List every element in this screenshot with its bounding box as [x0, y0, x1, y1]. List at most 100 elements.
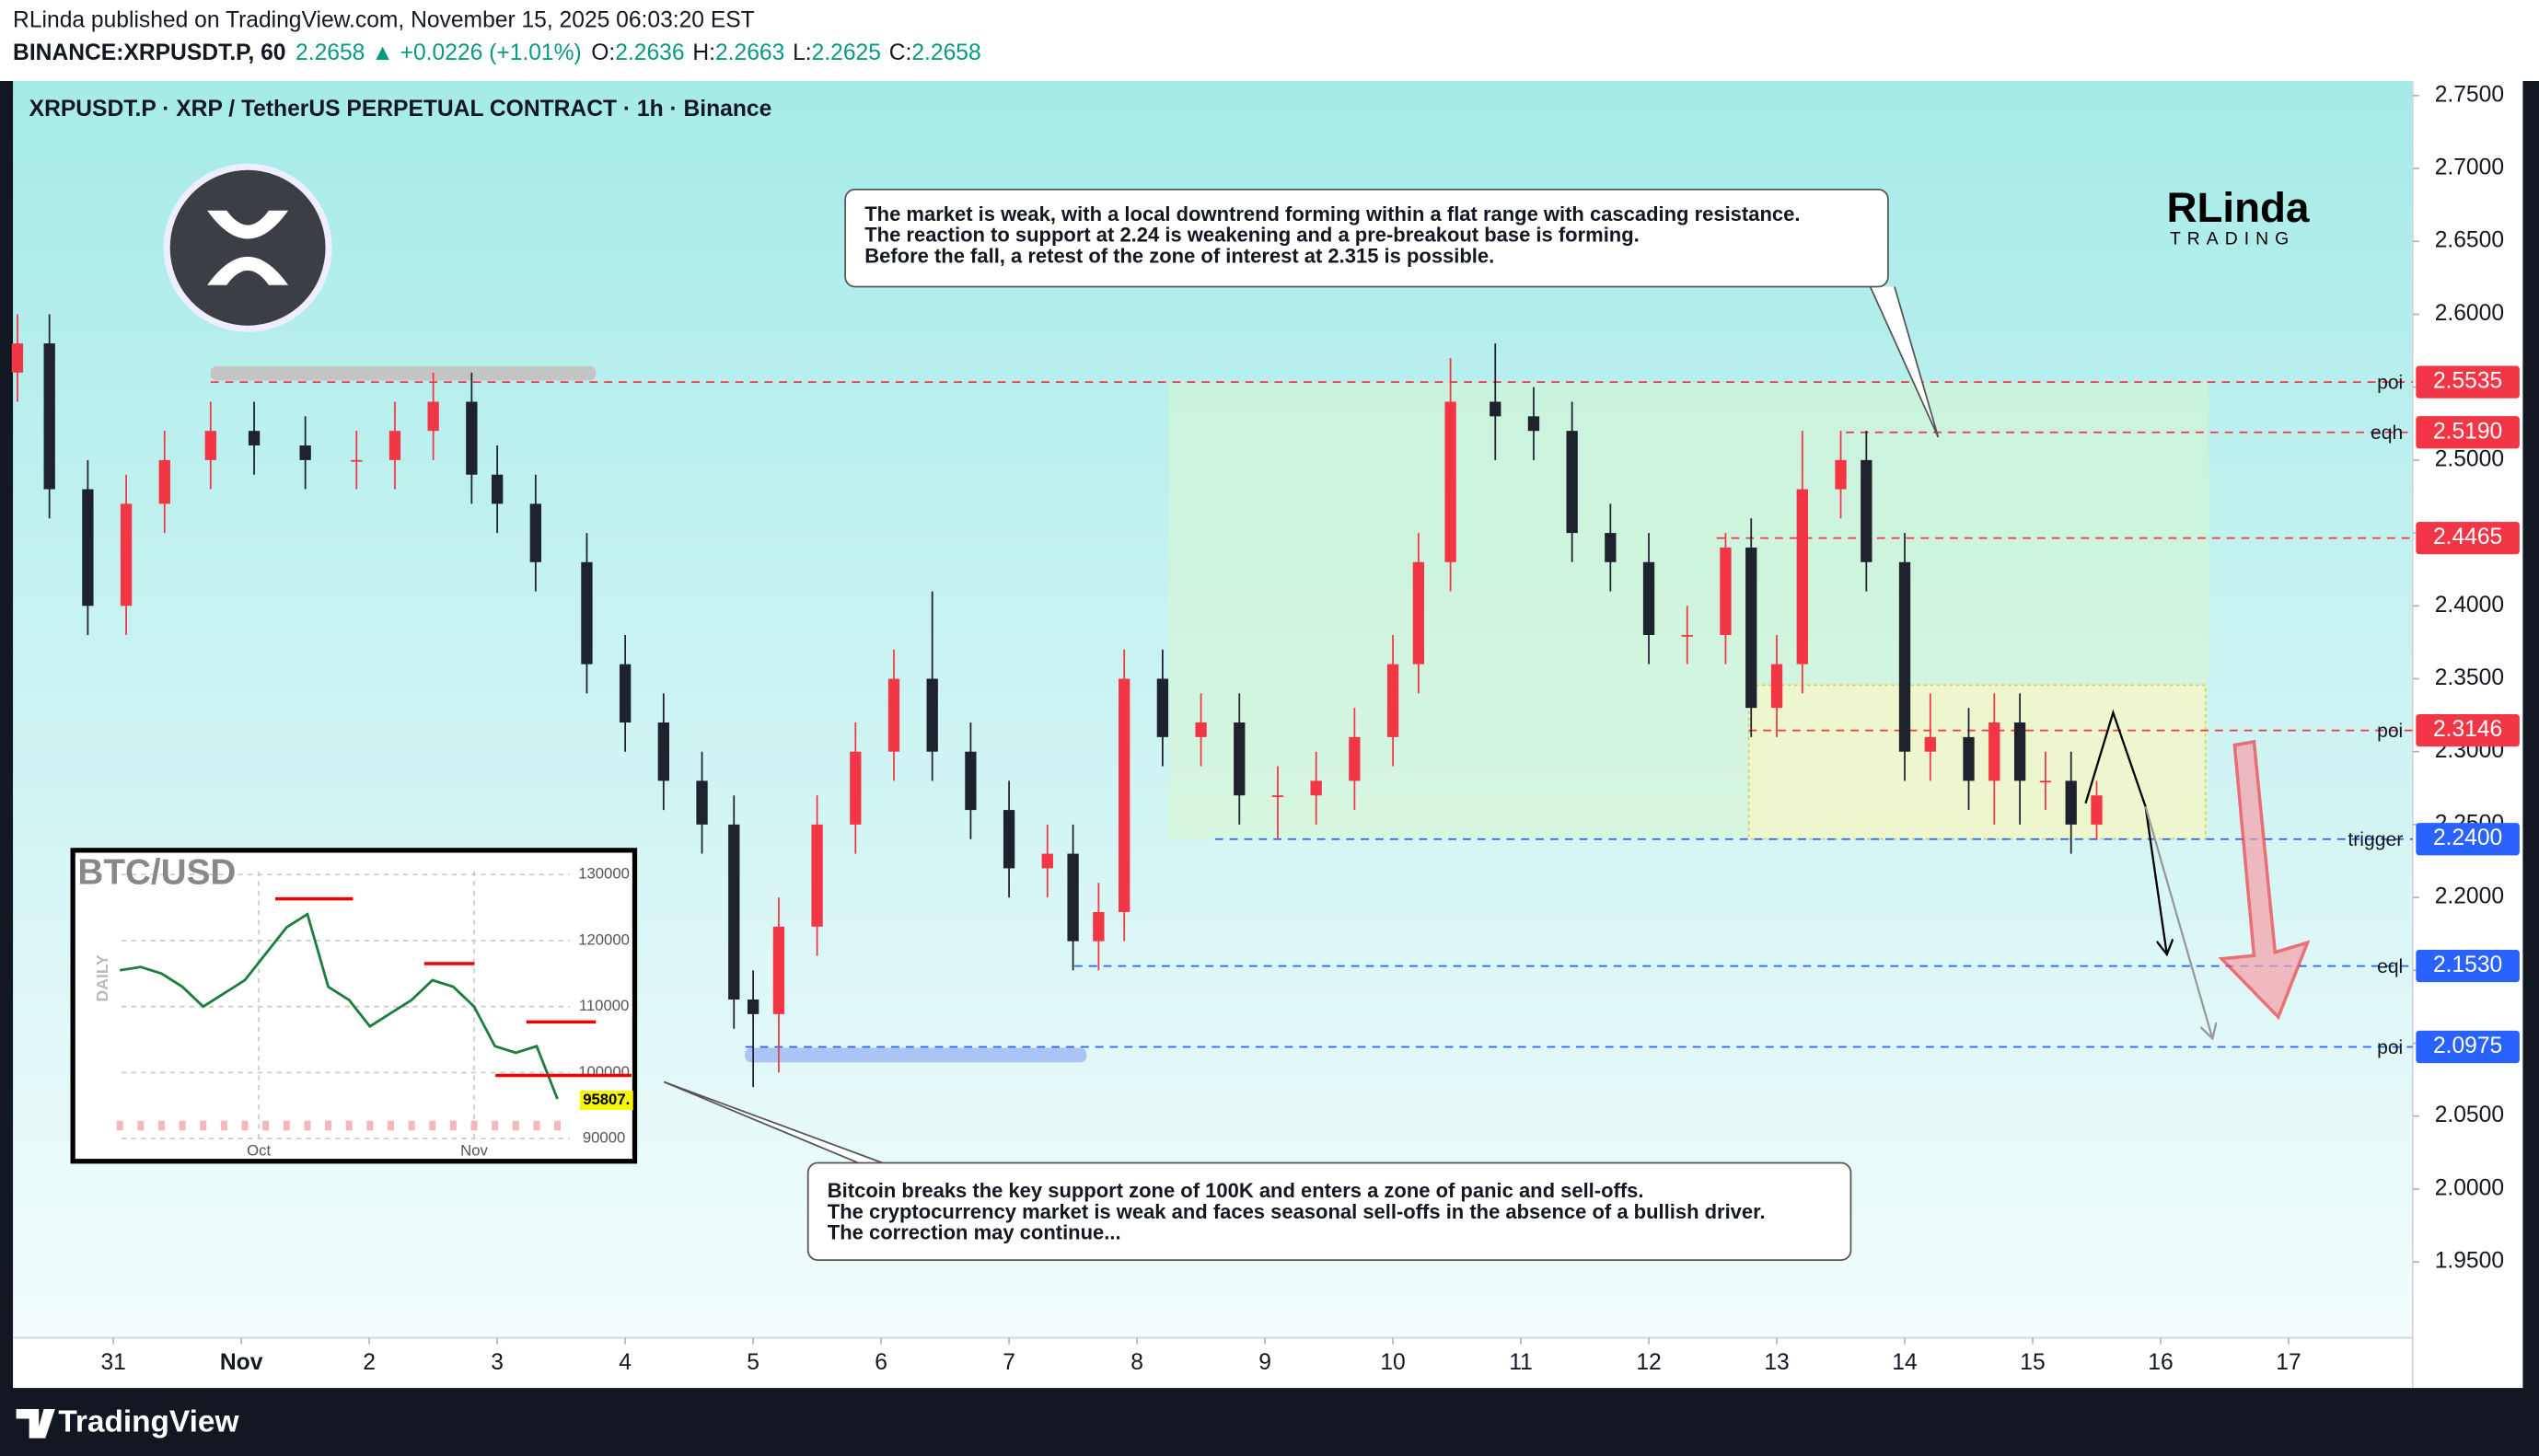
- candle-body: [1605, 533, 1617, 562]
- callout: [844, 189, 1889, 288]
- inset-x-tick-label: Oct: [247, 1142, 271, 1160]
- level-tag: eqh: [2371, 422, 2403, 444]
- inset-y-tick-label: 110000: [579, 997, 629, 1014]
- candle-body: [11, 343, 24, 373]
- ohlc-value: 2.2663: [715, 40, 784, 65]
- poi-marker: [745, 1047, 1087, 1063]
- annotations: The market is weak, with a local downtre…: [828, 202, 1801, 1244]
- candle-body: [728, 824, 740, 1000]
- y-tick-label: 2.7000: [2435, 156, 2504, 180]
- inset-y-tick-label: 90000: [583, 1129, 625, 1147]
- candle-body: [1234, 722, 1246, 796]
- candle-body: [1681, 634, 1693, 637]
- level-tag: poi: [2377, 1037, 2403, 1058]
- annotation-text: The correction may continue...: [828, 1221, 1121, 1244]
- candle-body: [299, 445, 311, 460]
- inset-volume: [325, 1120, 332, 1131]
- inset-volume: [283, 1120, 290, 1131]
- price-tag: [2416, 365, 2520, 399]
- y-tick-label: 1.9500: [2435, 1249, 2504, 1274]
- candle-body: [657, 722, 669, 781]
- inset-volume: [366, 1120, 374, 1131]
- inset-volume: [512, 1120, 519, 1131]
- y-tick-label: 2.0000: [2435, 1175, 2504, 1200]
- price-tag: [2416, 713, 2520, 747]
- inset-volume: [554, 1120, 562, 1131]
- candle-body: [850, 751, 862, 825]
- y-tick-label: 2.7500: [2435, 82, 2504, 107]
- inset-volume: [262, 1120, 270, 1131]
- candle-body: [1119, 678, 1130, 912]
- inset-volume: [449, 1120, 457, 1131]
- candle-body: [82, 489, 94, 607]
- candle-body: [1271, 795, 1284, 797]
- callout-pointer: [663, 1080, 883, 1164]
- inset-line: [119, 912, 559, 1100]
- ohlc-value: 2.2625: [812, 40, 881, 65]
- inset-volume: [220, 1120, 227, 1131]
- candle-body: [619, 664, 632, 723]
- forecast-path: [2084, 709, 2167, 952]
- x-tick-label: 2: [363, 1350, 376, 1375]
- candle-body: [1566, 431, 1578, 534]
- publisher: RLinda published on TradingView.com, Nov…: [13, 7, 755, 32]
- candle-body: [965, 751, 977, 811]
- x-tick-label: 11: [1509, 1350, 1533, 1375]
- x-tick-label: 5: [747, 1350, 759, 1375]
- candle-body: [2065, 780, 2077, 825]
- inset-last-label: 95807.: [583, 1091, 630, 1108]
- inset-volume: [179, 1120, 186, 1131]
- candle-body: [1041, 853, 1053, 869]
- candle-body: [887, 678, 900, 752]
- x-tick-label: Nov: [220, 1350, 263, 1375]
- candle-body: [1156, 678, 1169, 737]
- candle-body: [43, 343, 55, 490]
- inset-volume: [470, 1120, 478, 1131]
- inset-title: BTC/USD: [77, 852, 236, 892]
- symbol-line: BINANCE:XRPUSDT.P, 60 2.2658 ▲ +0.0226 (+1…: [13, 40, 981, 65]
- candle-body: [581, 561, 593, 664]
- annotation-text: Bitcoin breaks the key support zone of 1…: [828, 1179, 1644, 1202]
- inset-volume: [533, 1120, 540, 1131]
- inset-chart: 130000 120000 110000 100000 90000 Oct Nov 95807…: [116, 865, 633, 1160]
- x-tick-label: 13: [1764, 1350, 1789, 1375]
- candle-body: [1963, 736, 1975, 781]
- candle-body: [1861, 459, 1872, 562]
- candle-body: [158, 459, 170, 504]
- x-tick-label: 7: [1003, 1350, 1015, 1375]
- price-tag-label: 2.3146: [2433, 717, 2502, 742]
- price-tag-label: 2.0975: [2433, 1034, 2502, 1058]
- candle-body: [491, 474, 504, 504]
- price-tag-label: 2.5535: [2433, 369, 2502, 394]
- level-tag: poi: [2377, 721, 2403, 742]
- inset-volume: [116, 1120, 123, 1131]
- candle-body: [1003, 810, 1015, 869]
- candle-body: [1195, 722, 1207, 737]
- inset-y-tick-label: 120000: [578, 930, 630, 948]
- candle-body: [427, 401, 439, 432]
- callout-pointer: [1869, 286, 1940, 438]
- candle-body: [1093, 911, 1105, 942]
- candle-body: [1386, 664, 1399, 737]
- candles: [11, 314, 2103, 1088]
- inset-y-tick-label: 100000: [578, 1063, 630, 1080]
- candle-body: [1067, 853, 1079, 942]
- x-tick-label: 14: [1892, 1350, 1917, 1375]
- brand-logo-sub: TRADING: [2170, 229, 2295, 249]
- chart-title: XRPUSDT.P · XRP / TetherUS PERPETUAL CON…: [29, 97, 772, 121]
- inset-volume: [157, 1120, 165, 1131]
- candle-body: [772, 926, 785, 1014]
- candle-body: [696, 780, 708, 825]
- candle-body: [2039, 780, 2052, 783]
- candle-body: [120, 503, 133, 607]
- annotation-text: Before the fall, a retest of the zone of…: [864, 245, 1494, 268]
- price-tag-label: 2.5190: [2433, 419, 2502, 444]
- candle-body: [1988, 722, 2000, 781]
- callout: [806, 1161, 1852, 1261]
- ohlc-label: C:: [889, 40, 912, 65]
- candle-body: [2091, 795, 2103, 825]
- inset-x-tick-label: Nov: [460, 1142, 488, 1160]
- y-tick-label: 2.2000: [2435, 884, 2504, 909]
- x-tick-label: 3: [491, 1350, 504, 1375]
